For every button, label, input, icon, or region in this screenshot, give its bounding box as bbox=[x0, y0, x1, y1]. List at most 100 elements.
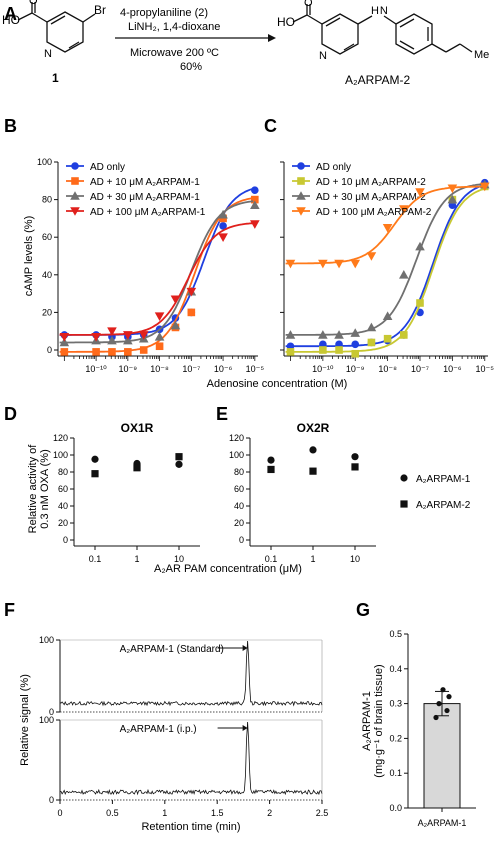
x-tick-label: 2 bbox=[267, 808, 272, 818]
panel-label-a: A bbox=[4, 4, 17, 24]
legend-entry: AD only bbox=[316, 162, 351, 173]
y-tick-label: 100 bbox=[37, 157, 52, 167]
y-tick-label: 120 bbox=[53, 433, 68, 443]
y-axis-label: Relative signal (%) bbox=[19, 674, 31, 766]
series-0 bbox=[267, 446, 359, 464]
y-tick-label: 40 bbox=[234, 501, 244, 511]
x-tick-label: 0.5 bbox=[106, 808, 119, 818]
x-tick-label: 10⁻⁷ bbox=[411, 364, 429, 374]
y-tick-label: 60 bbox=[58, 484, 68, 494]
data-point bbox=[219, 222, 227, 230]
y-tick-label: 60 bbox=[234, 484, 244, 494]
data-point bbox=[382, 311, 393, 320]
x-tick-label: A₂ARPAM-1 bbox=[418, 818, 467, 828]
data-point bbox=[139, 346, 148, 354]
legend-marker bbox=[296, 191, 306, 200]
panel-c-chart: C 10⁻¹⁰ 10⁻⁹ 10⁻⁸ 10⁻⁷ 10⁻⁶ 10⁻⁵ AD only AD + 1… bbox=[264, 116, 494, 374]
reagent-line-2: LiNH₂, 1,4-dioxane bbox=[128, 21, 220, 33]
data-point bbox=[447, 194, 458, 204]
y-tick-label: 0 bbox=[47, 345, 52, 355]
peak-label: A₂ARPAM-1 (Standard) bbox=[120, 644, 224, 655]
data-point bbox=[351, 453, 359, 461]
y-tick-label: 0.0 bbox=[389, 803, 402, 813]
data-point bbox=[399, 270, 409, 279]
panel-label-e: E bbox=[216, 404, 228, 424]
data-point bbox=[334, 259, 344, 269]
data-point bbox=[218, 209, 228, 219]
panel-label-f: F bbox=[4, 600, 15, 620]
legend-marker bbox=[70, 207, 80, 216]
data-point bbox=[91, 333, 101, 342]
peak-arrowhead bbox=[242, 725, 248, 731]
legend-entry: AD + 100 μM A₂ARPAM-2 bbox=[316, 207, 432, 218]
product-methyl: Me bbox=[474, 49, 489, 61]
product-ring-n: N bbox=[319, 50, 327, 62]
panel-d-chart: D 0 20 40 60 80 100 120 0.1 1 10 OX1R Relative acti… bbox=[4, 404, 200, 564]
x-tick-label: 2.5 bbox=[316, 808, 329, 818]
data-point bbox=[91, 470, 99, 478]
x-tick-label: 0.1 bbox=[265, 554, 278, 564]
data-point bbox=[440, 687, 446, 693]
x-tick-label: 0 bbox=[57, 808, 62, 818]
data-point bbox=[415, 188, 425, 197]
y-tick-label: 80 bbox=[42, 195, 52, 205]
data-point bbox=[351, 340, 360, 349]
product-nh: H N bbox=[371, 5, 388, 17]
x-tick-label: 10⁻⁷ bbox=[182, 364, 200, 374]
fit-curve bbox=[285, 188, 484, 353]
data-point bbox=[444, 707, 450, 714]
chart-title: OX2R bbox=[297, 421, 330, 435]
data-point bbox=[318, 259, 328, 269]
y-tick-label: 80 bbox=[58, 467, 68, 477]
data-point bbox=[350, 259, 361, 269]
y-tick-label: 40 bbox=[42, 270, 52, 280]
y-tick-label: 100 bbox=[229, 450, 244, 460]
reactant-bromine: Br bbox=[94, 3, 106, 17]
data-point bbox=[335, 346, 343, 354]
panel-b-chart: B 0 20 40 60 80 100 10⁻¹⁰ 10⁻⁹ 10⁻⁸ 10⁻⁷ 10⁻⁶ 10⁻⁵ c… bbox=[4, 116, 264, 374]
legend-marker bbox=[71, 162, 79, 170]
data-point bbox=[309, 446, 317, 454]
y-tick-label: 0.5 bbox=[389, 629, 402, 639]
data-point bbox=[382, 224, 393, 233]
data-point bbox=[479, 182, 490, 192]
x-tick-label: 10⁻¹⁰ bbox=[85, 364, 107, 374]
chromatogram bbox=[59, 640, 323, 707]
x-tick-label: 10⁻⁸ bbox=[378, 364, 397, 374]
y-tick-label: 0 bbox=[239, 535, 244, 545]
data-point bbox=[383, 334, 392, 343]
reactant-acid: HO bbox=[2, 13, 20, 27]
data-point bbox=[267, 465, 275, 474]
data-point bbox=[170, 295, 181, 305]
y-axis-label: Relative activity of bbox=[27, 444, 39, 534]
legend-entry: AD + 100 μM A₂ARPAM-1 bbox=[90, 207, 206, 218]
y-tick-label: 40 bbox=[58, 501, 68, 511]
y-tick-label: 80 bbox=[234, 467, 244, 477]
data-point bbox=[123, 331, 133, 340]
panel-label-b: B bbox=[4, 116, 17, 136]
product-structure bbox=[292, 4, 473, 55]
reactant-number: 1 bbox=[52, 71, 59, 85]
legend-marker bbox=[400, 500, 408, 508]
fit-curve bbox=[59, 222, 254, 336]
data-point bbox=[60, 348, 69, 356]
bar bbox=[423, 703, 461, 809]
data-point bbox=[309, 467, 317, 475]
legend-marker bbox=[400, 474, 408, 482]
data-point bbox=[416, 299, 424, 307]
data-point bbox=[186, 287, 197, 297]
data-point bbox=[318, 330, 328, 339]
panel-a: A HO O N Br 1 4-propylaniline (2) LiNH₂,… bbox=[2, 0, 489, 87]
x-axis-label: Retention time (min) bbox=[141, 821, 240, 833]
y-tick-label: 100 bbox=[39, 635, 54, 645]
data-point bbox=[351, 463, 359, 471]
series-1 bbox=[267, 463, 359, 475]
y-tick-label: 20 bbox=[58, 518, 68, 528]
data-point bbox=[92, 348, 100, 356]
data-point bbox=[350, 328, 361, 337]
data-point bbox=[446, 694, 452, 700]
chart-title: OX1R bbox=[121, 421, 154, 435]
y-tick-label: 0.1 bbox=[389, 768, 402, 778]
data-point bbox=[285, 259, 296, 269]
